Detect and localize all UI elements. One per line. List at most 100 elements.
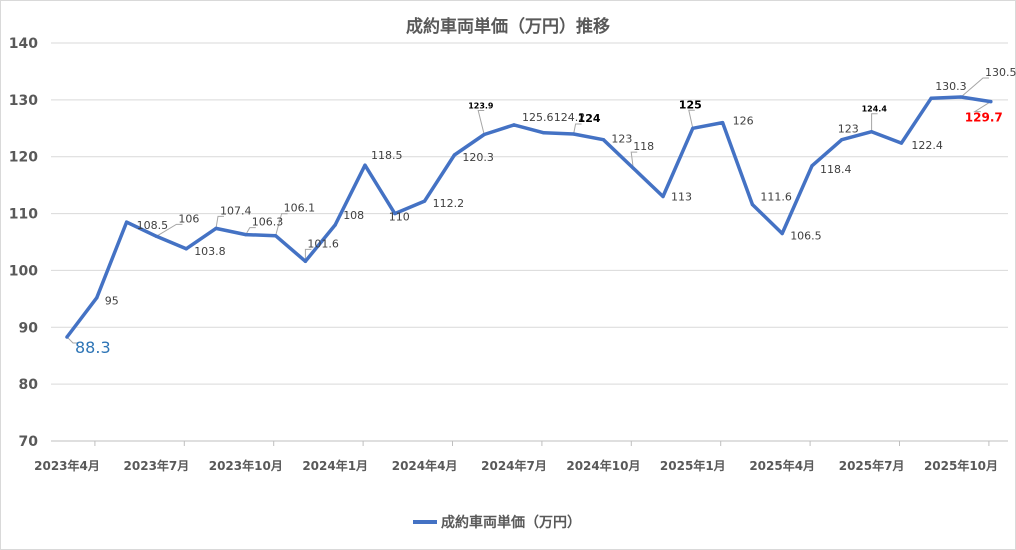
leader-line — [275, 213, 288, 236]
data-label: 118.5 — [371, 149, 403, 162]
data-label: 126 — [733, 115, 754, 128]
data-point — [333, 223, 337, 227]
data-label: 103.8 — [194, 245, 226, 258]
data-label: 120.3 — [462, 151, 494, 164]
legend: 成約車両単価（万円） — [413, 514, 581, 531]
data-label: 118.4 — [820, 163, 852, 176]
data-label: 122.4 — [911, 139, 943, 152]
data-point — [810, 164, 814, 168]
leader-line — [960, 77, 989, 98]
x-tick-label: 2025年1月 — [660, 458, 726, 473]
data-point — [274, 234, 278, 238]
leader-line — [66, 336, 79, 344]
data-label: 123 — [838, 123, 859, 136]
data-label: 101.6 — [307, 237, 339, 250]
leader-lines — [66, 77, 992, 344]
data-point — [721, 121, 725, 125]
x-tick-label: 2023年4月 — [34, 458, 100, 473]
data-point — [214, 226, 218, 230]
y-tick-label: 90 — [19, 320, 39, 336]
data-point — [870, 130, 874, 134]
data-point — [691, 126, 695, 130]
y-axis-ticks: 70 80 90 100 110 120 130 140 — [9, 36, 38, 450]
data-label: 129.7 — [965, 111, 1003, 125]
data-label: 106.1 — [284, 202, 316, 215]
data-point — [95, 296, 99, 300]
data-point — [452, 153, 456, 157]
data-label: 88.3 — [75, 338, 111, 357]
leader-line — [871, 113, 878, 132]
leader-line — [688, 109, 695, 129]
data-point — [184, 247, 188, 251]
data-label: 112.2 — [433, 197, 465, 210]
data-point — [959, 95, 963, 99]
leader-line — [215, 215, 224, 229]
y-tick-label: 110 — [9, 207, 38, 223]
x-tick-label: 2024年1月 — [302, 458, 368, 473]
data-point — [363, 163, 367, 167]
data-point — [840, 138, 844, 142]
leader-line — [630, 151, 638, 169]
x-tick-label: 2025年10月 — [924, 458, 998, 473]
y-tick-label: 120 — [9, 150, 38, 166]
data-point — [750, 202, 755, 207]
data-label: 124.2 — [554, 111, 586, 124]
data-point — [542, 131, 546, 135]
y-tick-label: 100 — [9, 263, 38, 279]
data-point — [989, 99, 993, 104]
data-point — [303, 259, 307, 263]
data-point — [780, 231, 784, 236]
data-point — [572, 132, 576, 136]
y-tick-label: 140 — [9, 36, 38, 52]
series-line — [65, 95, 993, 339]
leader-line — [477, 110, 485, 135]
data-point — [393, 211, 397, 216]
x-axis-ticks: 2023年4月 2023年7月 2023年10月 2024年1月 2024年4月 2024… — [34, 440, 1008, 473]
data-label: 123 — [611, 133, 632, 146]
data-label: 111.6 — [760, 190, 792, 203]
data-point — [929, 96, 933, 100]
data-label: 108.5 — [137, 219, 169, 232]
data-label: 124 — [578, 112, 601, 125]
data-point — [631, 166, 635, 170]
data-point — [661, 194, 665, 199]
data-label: 95 — [105, 295, 119, 308]
x-tick-label: 2025年7月 — [839, 458, 905, 473]
data-point — [423, 199, 427, 203]
y-tick-label: 80 — [19, 377, 39, 393]
data-point — [154, 234, 158, 238]
data-point — [899, 141, 904, 145]
leader-line — [573, 123, 582, 135]
data-point — [512, 123, 516, 127]
x-tick-label: 2024年4月 — [392, 458, 458, 473]
legend-label: 成約車両単価（万円） — [441, 514, 581, 531]
data-label: 123.9 — [468, 102, 494, 111]
data-point — [601, 138, 606, 142]
x-tick-label: 2025年4月 — [749, 458, 815, 473]
data-label: 113 — [671, 191, 692, 204]
series-lines — [65, 95, 993, 339]
data-label: 106.3 — [252, 216, 283, 229]
data-label: 124.4 — [862, 105, 888, 114]
data-label: 106.5 — [790, 229, 822, 242]
data-label: 130.5 — [985, 66, 1016, 79]
data-label: 107.4 — [220, 204, 252, 217]
x-tick-label: 2024年10月 — [566, 458, 640, 473]
leader-line — [156, 223, 183, 237]
data-label: 108 — [343, 209, 364, 222]
y-tick-label: 70 — [19, 434, 39, 450]
data-point — [482, 132, 486, 137]
data-label: 106 — [178, 212, 199, 225]
data-label: 125.6 — [522, 111, 554, 124]
data-label: 110 — [389, 211, 410, 224]
x-tick-label: 2023年10月 — [209, 458, 283, 473]
data-label: 125 — [679, 98, 702, 111]
x-tick-label: 2024年7月 — [481, 458, 547, 473]
data-point — [244, 233, 248, 237]
leader-line — [304, 248, 312, 262]
data-label: 118 — [633, 140, 654, 153]
